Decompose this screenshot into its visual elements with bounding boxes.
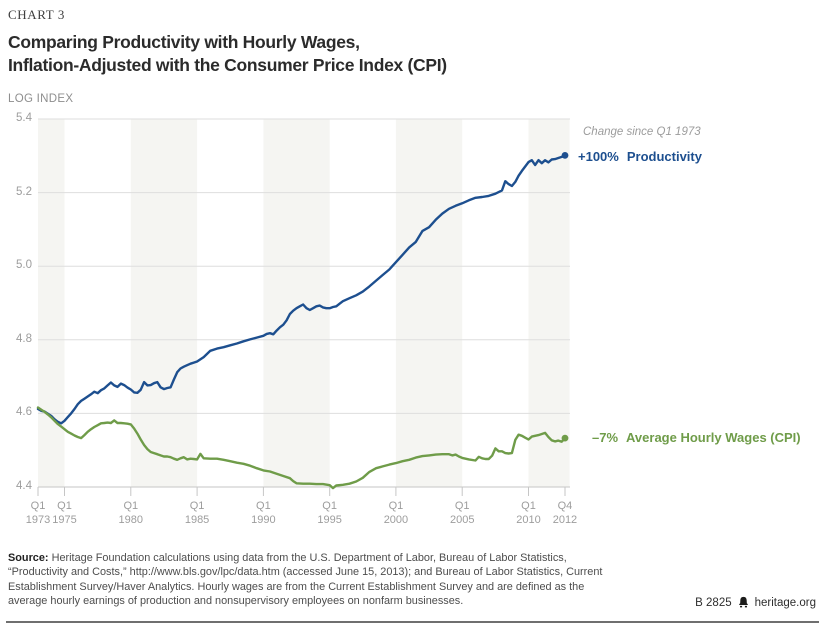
chart-number-label: CHART 3 bbox=[8, 7, 65, 22]
x-tick-quarter: Q1 bbox=[521, 500, 536, 512]
footer-branding: B 2825 heritage.org bbox=[695, 596, 816, 609]
productivity-end-dot bbox=[561, 152, 569, 159]
x-tick-label: Q1 2005 bbox=[440, 500, 484, 527]
x-tick-label: Q1 1973 bbox=[16, 500, 60, 527]
source-note: Source: Heritage Foundation calculations… bbox=[8, 551, 622, 609]
x-tick-year: 1973 bbox=[25, 513, 51, 526]
source-label: Source: bbox=[8, 552, 49, 564]
x-tick-quarter: Q1 bbox=[30, 500, 46, 512]
x-tick-quarter: Q1 bbox=[256, 500, 271, 512]
productivity-series-name: Productivity bbox=[626, 149, 702, 164]
wages-series-label: –7% Average Hourly Wages (CPI) bbox=[592, 430, 801, 445]
y-axis-title: LOG INDEX bbox=[8, 93, 74, 105]
site-link[interactable]: heritage.org bbox=[754, 596, 816, 609]
x-tick-year: 2010 bbox=[516, 513, 541, 526]
background-band bbox=[130, 119, 198, 487]
wages-end-dot bbox=[561, 434, 569, 442]
annotation-change-note: Change since Q1 1973 bbox=[583, 126, 701, 138]
x-tick-label: Q1 1990 bbox=[241, 500, 285, 527]
productivity-line bbox=[36, 154, 567, 425]
x-tick-year: 1980 bbox=[118, 513, 144, 526]
x-tick-quarter: Q4 bbox=[557, 500, 573, 512]
x-tick-year: 1990 bbox=[251, 513, 276, 526]
x-tick-year: 1975 bbox=[52, 513, 77, 526]
x-tick-year: 2012 bbox=[552, 513, 578, 526]
x-tick-year: 1985 bbox=[184, 513, 210, 526]
y-tick-label: 5.2 bbox=[16, 185, 32, 198]
x-tick-label: Q1 1995 bbox=[308, 500, 352, 527]
y-tick-label: 5.4 bbox=[16, 112, 32, 124]
x-tick-quarter: Q1 bbox=[57, 500, 72, 512]
x-tick-label: Q1 1980 bbox=[109, 500, 153, 527]
title-line-2: Inflation-Adjusted with the Consumer Pri… bbox=[8, 55, 447, 75]
y-tick-label: 4.6 bbox=[16, 406, 32, 419]
x-tick-quarter: Q1 bbox=[123, 500, 139, 512]
productivity-series-label: +100% Productivity bbox=[578, 149, 702, 164]
x-tick-quarter: Q1 bbox=[322, 500, 337, 512]
report-id: B 2825 bbox=[695, 596, 732, 609]
wages-series-name: Average Hourly Wages (CPI) bbox=[626, 430, 801, 445]
productivity-change-value: +100% bbox=[578, 149, 619, 164]
page-title: Comparing Productivity with Hourly Wages… bbox=[8, 31, 447, 77]
wages-change-value: –7% bbox=[592, 430, 619, 445]
x-tick-label: Q1 1985 bbox=[175, 500, 219, 527]
wages-line bbox=[36, 406, 567, 490]
y-tick-label: 5.0 bbox=[16, 259, 32, 272]
x-tick-year: 2000 bbox=[383, 513, 409, 526]
title-line-1: Comparing Productivity with Hourly Wages… bbox=[8, 32, 360, 52]
y-tick-label: 4.4 bbox=[16, 480, 32, 492]
x-tick-label: Q1 2000 bbox=[374, 500, 418, 527]
y-tick-label: 4.8 bbox=[16, 332, 32, 345]
liberty-bell-icon bbox=[737, 596, 750, 609]
background-band bbox=[395, 119, 463, 487]
x-tick-label: Q1 2010 bbox=[507, 500, 551, 527]
x-tick-year: 1995 bbox=[317, 513, 342, 526]
x-tick-quarter: Q1 bbox=[388, 500, 404, 512]
background-band bbox=[528, 119, 570, 487]
x-tick-quarter: Q1 bbox=[454, 500, 470, 512]
x-tick-quarter: Q1 bbox=[189, 500, 205, 512]
bottom-divider bbox=[6, 621, 819, 623]
source-text: Heritage Foundation calculations using d… bbox=[8, 552, 603, 608]
x-tick-label: Q4 2012 bbox=[543, 500, 587, 527]
background-band bbox=[263, 119, 330, 487]
x-tick-label: Q1 1975 bbox=[43, 500, 87, 527]
background-band bbox=[38, 119, 65, 487]
x-tick-year: 2005 bbox=[449, 513, 475, 526]
